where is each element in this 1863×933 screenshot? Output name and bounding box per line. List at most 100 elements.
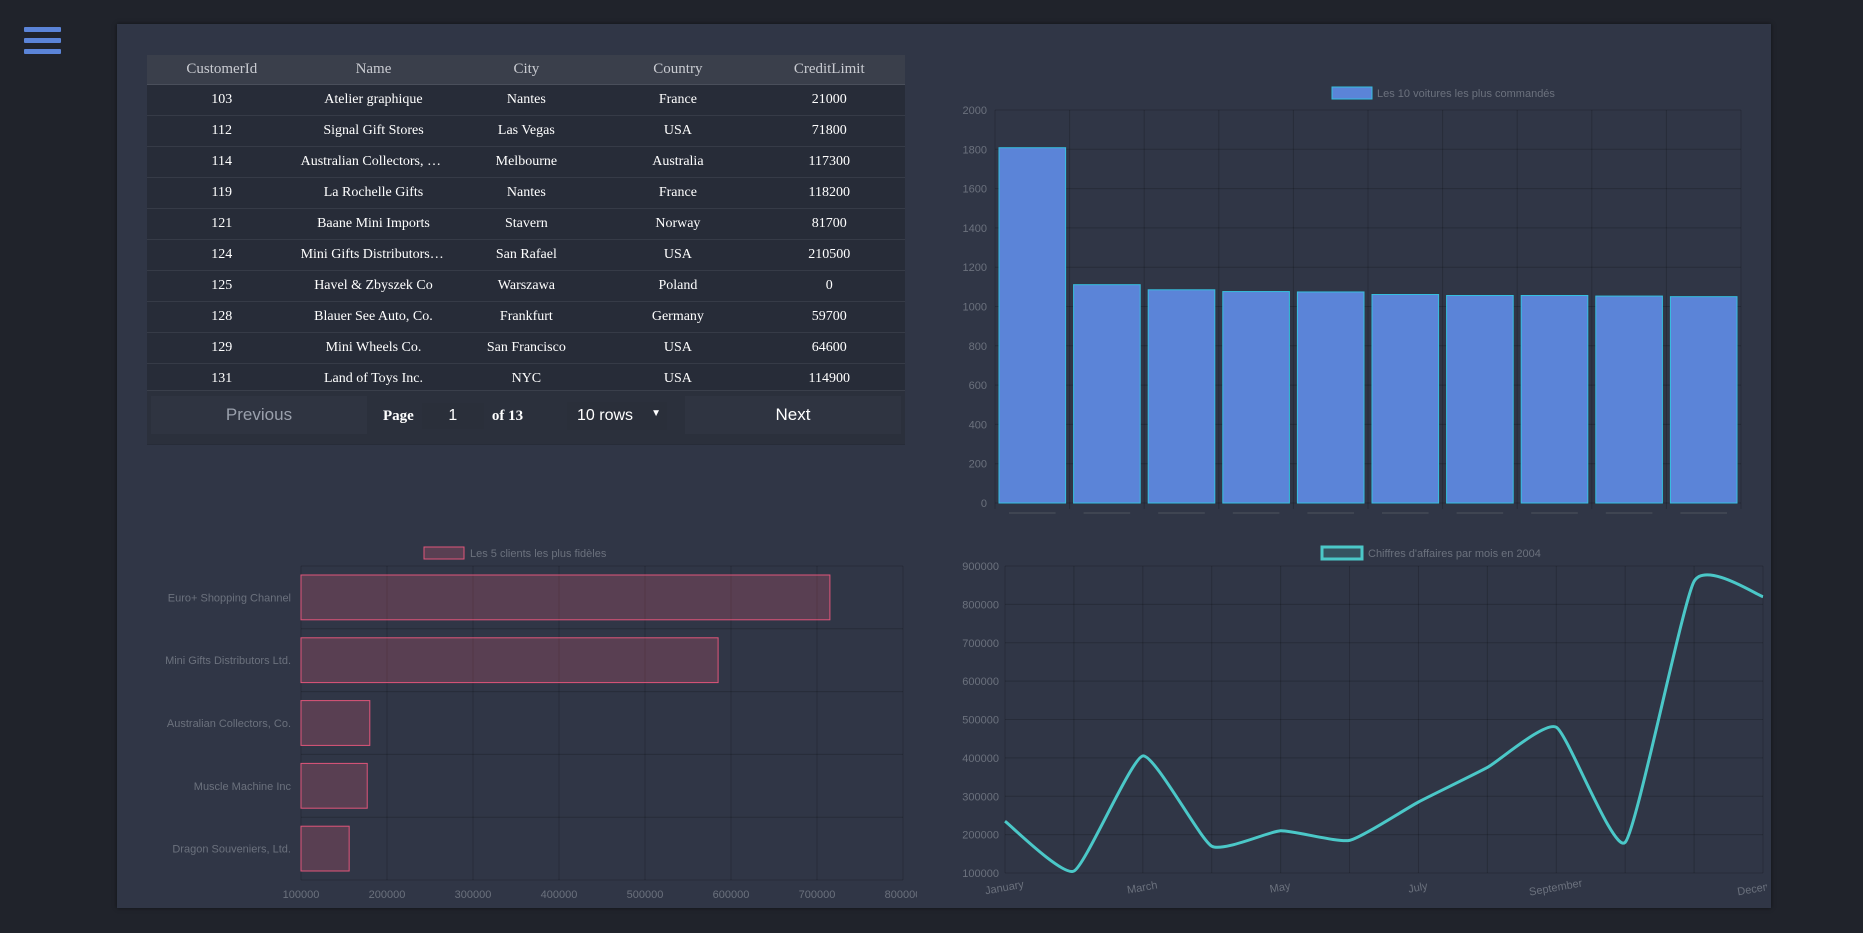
- table-cell: 117300: [753, 146, 905, 178]
- table-cell: 64600: [753, 332, 905, 364]
- table-cell: Warszawa: [450, 270, 603, 302]
- x-tick-label: 200000: [369, 889, 406, 901]
- y-tick-label: Mini Gifts Distributors Ltd.: [165, 655, 291, 667]
- table-cell: 131: [147, 363, 297, 395]
- table-row[interactable]: 121 Baane Mini Imports Stavern Norway 81700: [147, 208, 905, 240]
- pagination-bar: Previous Page of 13 10 rows ▼ Next: [147, 390, 905, 444]
- y-tick-label: Dragon Souveniers, Ltd.: [172, 844, 291, 856]
- table-cell: San Francisco: [450, 332, 603, 364]
- page-total: of 13: [491, 407, 524, 424]
- table-row[interactable]: 119 La Rochelle Gifts Nantes France 118200: [147, 177, 905, 209]
- y-tick-label: 500000: [962, 715, 999, 727]
- x-tick-label: 400000: [541, 889, 578, 901]
- y-tick-label: 1600: [963, 184, 987, 196]
- column-header[interactable]: CustomerId: [147, 55, 297, 85]
- table-cell: La Rochelle Gifts: [296, 177, 451, 209]
- table-cell: 210500: [753, 239, 905, 271]
- column-header[interactable]: Country: [602, 55, 754, 85]
- customers-table: CustomerId Name City Country CreditLimit…: [147, 55, 905, 445]
- rows-per-page-value: 10 rows: [577, 407, 634, 424]
- y-tick-label: 300000: [962, 791, 999, 803]
- y-tick-label: 200: [969, 459, 987, 471]
- legend-swatch: [1331, 86, 1373, 100]
- top-clients-hbar-chart: Les 5 clients les plus fidèles 100000 2000…: [165, 546, 917, 901]
- column-header[interactable]: CreditLimit: [753, 55, 905, 85]
- bar: [1073, 284, 1141, 504]
- table-row[interactable]: 124 Mini Gifts Distributors Ltd. San Rafae…: [147, 239, 905, 271]
- legend-label: Les 10 voitures les plus commandés: [1377, 88, 1555, 100]
- column-header[interactable]: Name: [296, 55, 451, 85]
- table-cell: 118200: [753, 177, 905, 209]
- x-tick-label: 700000: [799, 889, 836, 901]
- table-cell: 81700: [753, 208, 905, 240]
- y-tick-label: 800000: [962, 599, 999, 611]
- bar: [1222, 291, 1290, 504]
- x-tick-label: December: [1736, 878, 1767, 899]
- legend-swatch: [1320, 545, 1364, 561]
- dashboard-panel: CustomerId Name City Country CreditLimit…: [117, 24, 1771, 908]
- y-tick-label: 1200: [963, 262, 987, 274]
- table-cell: Atelier graphique: [296, 84, 451, 116]
- bar: [998, 147, 1067, 504]
- revenue-line: [1004, 573, 1764, 873]
- legend-label: Chiffres d'affaires par mois en 2004: [1368, 548, 1541, 560]
- bar: [1446, 294, 1514, 504]
- bar: [300, 700, 371, 746]
- x-tick-label: March: [1126, 879, 1158, 896]
- menu-icon[interactable]: [24, 27, 61, 58]
- table-cell: Las Vegas: [450, 115, 603, 147]
- next-button[interactable]: Next: [685, 396, 901, 434]
- page-number-input[interactable]: [421, 403, 484, 429]
- bar: [300, 762, 368, 809]
- table-cell: Melbourne: [450, 146, 603, 178]
- table-cell: 71800: [753, 115, 905, 147]
- rows-per-page-select[interactable]: 10 rows ▼: [567, 402, 667, 430]
- x-tick-label: 800000: [885, 889, 917, 901]
- column-header[interactable]: City: [450, 55, 603, 85]
- table-cell: Australian Collectors, Co.: [296, 146, 451, 178]
- y-tick-label: 1400: [963, 223, 987, 235]
- table-row[interactable]: 125 Havel & Zbyszek Co Warszawa Poland 0: [147, 270, 905, 302]
- table-cell: Mini Gifts Distributors Ltd.: [296, 239, 451, 271]
- y-tick-label: 2000: [963, 105, 987, 117]
- table-cell: Frankfurt: [450, 301, 603, 333]
- y-tick-label: 400000: [962, 753, 999, 765]
- y-tick-label: 1000: [963, 302, 987, 314]
- x-tick-label: September: [1528, 877, 1583, 898]
- table-cell: 21000: [753, 84, 905, 116]
- bar: [1371, 294, 1440, 504]
- table-row[interactable]: 114 Australian Collectors, Co. Melbourne Au…: [147, 146, 905, 178]
- table-cell: France: [602, 177, 754, 209]
- bar: [300, 825, 350, 872]
- previous-button[interactable]: Previous: [151, 396, 367, 434]
- y-tick-label: 700000: [962, 638, 999, 650]
- table-cell: France: [602, 84, 754, 116]
- table-cell: 59700: [753, 301, 905, 333]
- table-cell: 112: [147, 115, 297, 147]
- y-tick-label: 100000: [962, 868, 999, 880]
- table-cell: Mini Wheels Co.: [296, 332, 451, 364]
- table-cell: Stavern: [450, 208, 603, 240]
- table-cell: Nantes: [450, 177, 603, 209]
- bar: [1296, 291, 1365, 504]
- page-info: Page of 13: [383, 401, 523, 431]
- y-tick-label: Australian Collectors, Co.: [167, 718, 291, 730]
- table-cell: 129: [147, 332, 297, 364]
- table-row[interactable]: 129 Mini Wheels Co. San Francisco USA 64600: [147, 332, 905, 364]
- table-row[interactable]: 112 Signal Gift Stores Las Vegas USA 71800: [147, 115, 905, 147]
- bar: [1595, 295, 1663, 504]
- table-header-row: CustomerId Name City Country CreditLimit: [147, 55, 905, 85]
- y-tick-label: Muscle Machine Inc: [194, 781, 292, 793]
- caret-down-icon: ▼: [651, 408, 661, 419]
- top-cars-bar-chart: Les 10 voitures les plus commandés 0 200 40…: [963, 86, 1742, 514]
- x-tick-label: 600000: [713, 889, 750, 901]
- table-cell: 124: [147, 239, 297, 271]
- table-cell: Signal Gift Stores: [296, 115, 451, 147]
- table-cell: 0: [753, 270, 905, 302]
- table-cell: Blauer See Auto, Co.: [296, 301, 451, 333]
- bar: [300, 574, 831, 621]
- table-row[interactable]: 103 Atelier graphique Nantes France 21000: [147, 84, 905, 116]
- y-tick-label: 0: [981, 498, 987, 510]
- x-tick-label: 100000: [283, 889, 320, 901]
- table-row[interactable]: 128 Blauer See Auto, Co. Frankfurt Germany 5…: [147, 301, 905, 333]
